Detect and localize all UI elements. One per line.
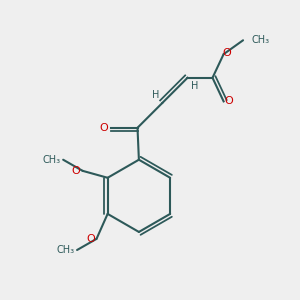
Text: O: O [100, 123, 109, 133]
Text: H: H [191, 81, 198, 91]
Text: O: O [224, 96, 233, 106]
Text: CH₃: CH₃ [56, 245, 74, 255]
Text: H: H [152, 90, 159, 100]
Text: O: O [86, 234, 95, 244]
Text: CH₃: CH₃ [251, 35, 269, 45]
Text: O: O [223, 48, 231, 58]
Text: CH₃: CH₃ [42, 155, 60, 165]
Text: O: O [71, 166, 80, 176]
